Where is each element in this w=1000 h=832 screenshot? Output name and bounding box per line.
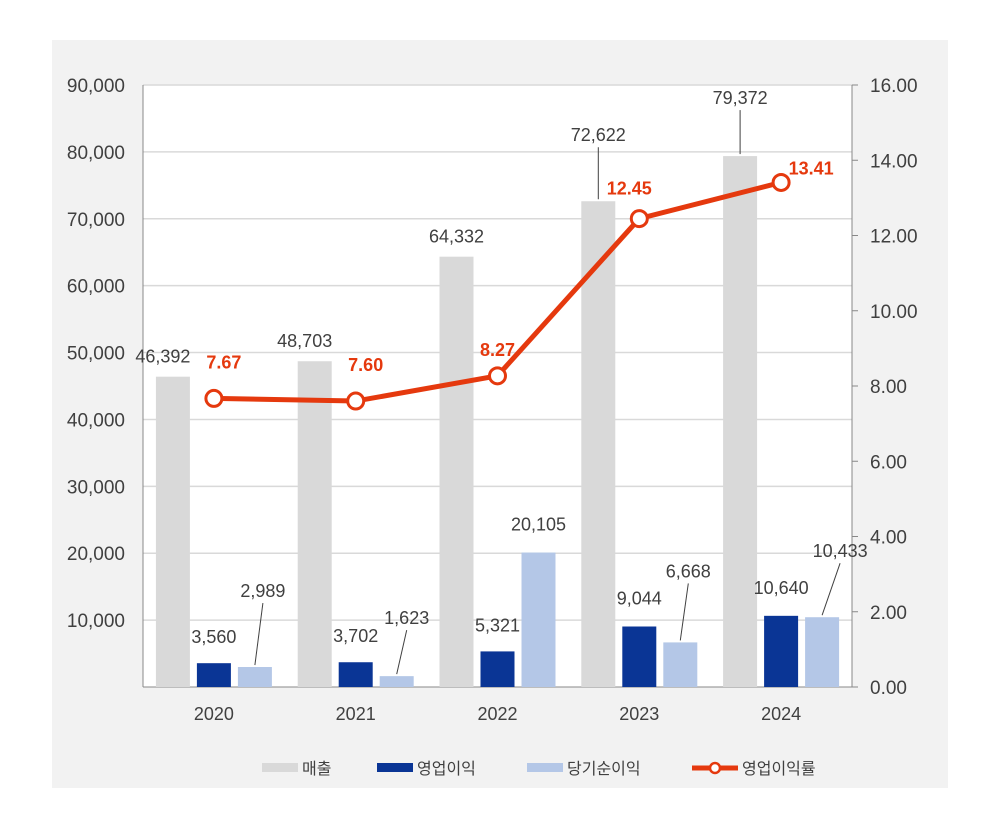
y-right-tick-label: 8.00 — [870, 377, 907, 398]
data-label: 20,105 — [511, 515, 566, 535]
x-tick-label: 2021 — [336, 704, 376, 724]
line-point — [204, 388, 224, 408]
bar-영업이익-2024 — [764, 615, 799, 687]
y-left-tick-label: 90,000 — [67, 76, 125, 97]
line-data-label: 13.41 — [789, 158, 834, 178]
data-label: 1,623 — [384, 608, 429, 628]
line-data-label: 8.27 — [480, 340, 515, 360]
legend-swatch — [377, 763, 413, 772]
bar-영업이익-2021 — [338, 662, 373, 687]
bar-영업이익-2023 — [622, 626, 657, 687]
data-label: 64,332 — [429, 227, 484, 247]
leader-line — [679, 583, 689, 641]
bar-영업이익-2020 — [196, 663, 231, 687]
legend-label: 영업이익 — [417, 760, 476, 778]
leader-line — [396, 630, 408, 675]
x-tick-label: 2020 — [194, 704, 234, 724]
y-left-tick-label: 40,000 — [67, 410, 125, 431]
y-left-tick-label: 20,000 — [67, 544, 125, 565]
bar-매출-2024 — [723, 156, 758, 688]
bar-당기순이익-2024 — [805, 617, 840, 687]
data-label: 72,622 — [571, 125, 626, 145]
data-label: 3,702 — [333, 626, 378, 646]
x-tick-label: 2023 — [619, 704, 659, 724]
line-point — [629, 209, 649, 229]
data-label: 3,560 — [191, 627, 236, 647]
y-right-tick-label: 12.00 — [870, 227, 918, 248]
line-data-label: 12.45 — [607, 179, 652, 199]
bar-당기순이익-2021 — [379, 676, 414, 687]
data-label: 6,668 — [666, 561, 711, 581]
bar-매출-2023 — [581, 201, 616, 688]
bar-당기순이익-2022 — [521, 552, 556, 687]
line-point — [488, 366, 507, 386]
legend-label: 영업이익률 — [742, 760, 816, 778]
data-label: 5,321 — [475, 615, 520, 635]
bar-매출-2022 — [439, 256, 474, 687]
y-left-tick-label: 10,000 — [67, 611, 125, 632]
y-right-tick-label: 0.00 — [870, 678, 907, 699]
data-label: 9,044 — [617, 589, 662, 609]
bar-영업이익-2022 — [480, 651, 515, 687]
y-right-tick-label: 2.00 — [870, 603, 907, 624]
y-right-tick-label: 10.00 — [870, 302, 918, 323]
data-label: 2,989 — [240, 581, 285, 601]
legend-label: 당기순이익 — [567, 760, 641, 778]
x-tick-label: 2024 — [761, 704, 801, 724]
x-tick-label: 2022 — [477, 704, 517, 724]
bar-당기순이익-2023 — [663, 642, 698, 687]
legend-swatch — [527, 763, 563, 772]
line-data-label: 7.60 — [348, 355, 383, 375]
y-right-tick-label: 16.00 — [870, 76, 918, 97]
legend-label: 매출 — [302, 760, 331, 778]
legend-marker — [708, 761, 722, 775]
y-right-tick-label: 6.00 — [870, 452, 907, 473]
y-left-tick-label: 60,000 — [67, 277, 125, 298]
line-data-label: 7.67 — [206, 352, 241, 372]
leader-line — [254, 602, 264, 666]
y-left-tick-label: 50,000 — [67, 344, 125, 365]
data-label: 48,703 — [277, 331, 332, 351]
legend-swatch — [262, 763, 298, 772]
leader-line — [821, 563, 841, 616]
bar-매출-2021 — [297, 361, 332, 687]
y-left-tick-label: 30,000 — [67, 477, 125, 498]
data-label: 10,640 — [754, 578, 809, 598]
y-left-tick-label: 70,000 — [67, 210, 125, 231]
y-right-tick-label: 14.00 — [870, 151, 918, 172]
bar-당기순이익-2020 — [237, 667, 272, 687]
y-right-tick-label: 4.00 — [870, 528, 907, 549]
bar-매출-2020 — [155, 376, 190, 687]
line-point — [346, 391, 366, 411]
data-label: 46,392 — [135, 347, 190, 367]
data-label: 10,433 — [813, 541, 868, 561]
y-left-tick-label: 80,000 — [67, 143, 125, 164]
line-point — [771, 172, 791, 192]
data-label: 79,372 — [713, 88, 768, 108]
